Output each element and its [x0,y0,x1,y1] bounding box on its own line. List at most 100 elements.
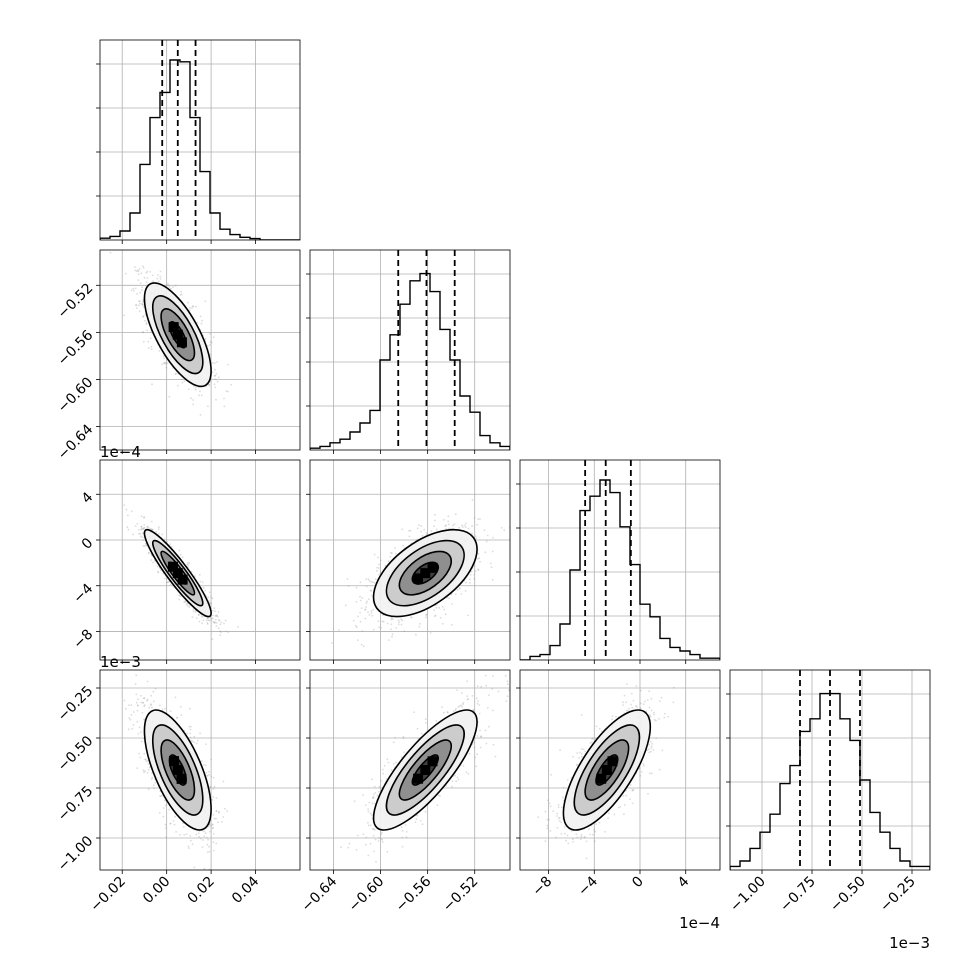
sample-point [198,394,201,397]
sample-point [189,306,192,309]
sample-point [425,616,427,619]
panel-frame [99,459,301,661]
sample-point [377,556,379,559]
sample-point [418,625,421,628]
sample-point [141,265,144,267]
sample-point [191,740,194,743]
sample-point [142,528,145,530]
sample-point [150,520,153,523]
sample-point [397,619,400,622]
sample-point [346,578,349,580]
sample-point [460,593,463,595]
panel-2-1 [306,459,511,664]
sample-point [479,518,481,520]
sample-point [135,270,138,273]
sample-point [178,598,181,601]
sample-point [152,280,154,283]
sample-point [443,608,446,611]
sample-point [391,552,393,555]
sample-point [467,614,469,617]
sample-point [371,594,373,597]
sample-point [143,704,146,707]
sample-point [371,581,374,583]
sample-point [177,384,179,387]
sample-point [378,563,380,566]
sample-point [137,733,140,735]
sample-point [217,627,220,630]
sample-point [207,405,209,408]
sample-point [435,606,438,609]
sample-point [381,620,384,623]
sample-point [370,590,373,592]
sample-point [143,697,145,700]
sample-point [151,772,153,774]
peak-bin [168,322,179,333]
sample-point [206,851,209,854]
sample-point [150,345,153,348]
sample-point [195,305,197,308]
sample-point [391,635,393,638]
sample-point [187,301,189,304]
sample-point [205,619,208,622]
sample-point [140,525,143,528]
sample-point [151,706,153,709]
sample-point [145,281,148,283]
sample-point [408,529,410,532]
panel-1-1 [306,249,511,454]
sample-point [476,523,479,526]
sample-point [218,619,220,621]
sample-point [165,361,167,364]
sample-point [192,610,195,612]
sample-point [359,595,361,598]
sample-point [458,587,461,589]
sample-point [192,403,195,406]
sample-point [209,595,212,598]
sample-point [132,724,135,726]
sample-point [205,743,207,746]
sample-point [390,616,393,619]
sample-point [138,529,140,531]
peak-bin [177,574,188,585]
sample-point [451,603,453,605]
sample-point [174,284,177,287]
sample-point [175,372,177,375]
sample-point [444,613,447,616]
sample-point [355,626,358,629]
sample-point [201,616,204,618]
sample-point [213,383,216,386]
sample-point [132,287,135,290]
sample-point [158,526,160,528]
peak-bin [427,562,438,573]
sample-point [163,357,166,359]
sample-point [355,600,358,603]
sample-point [211,827,214,830]
sample-point [367,578,370,581]
sample-point [132,533,135,536]
sample-point [211,617,213,620]
sample-point [445,528,447,530]
sample-point [208,599,210,602]
sample-point [145,271,148,274]
sample-point [137,273,140,276]
sample-point [124,707,127,710]
sample-point [146,277,149,279]
sample-point [378,573,380,576]
sample-point [158,350,161,352]
histogram-1 [310,272,510,450]
sample-point [150,694,153,697]
panel-frame [99,39,301,241]
sample-point [448,527,450,530]
sample-point [459,587,461,590]
sample-point [143,524,146,526]
sample-point [208,830,211,833]
panel-frame [309,459,511,661]
sample-point [425,613,428,616]
sample-point [401,528,404,531]
sample-point [210,602,213,604]
sample-point [191,307,193,309]
panel-0-0 [96,39,301,244]
sample-point [169,583,172,586]
panel-2-0 [96,459,301,664]
sample-point [400,623,403,626]
panels [96,39,931,874]
